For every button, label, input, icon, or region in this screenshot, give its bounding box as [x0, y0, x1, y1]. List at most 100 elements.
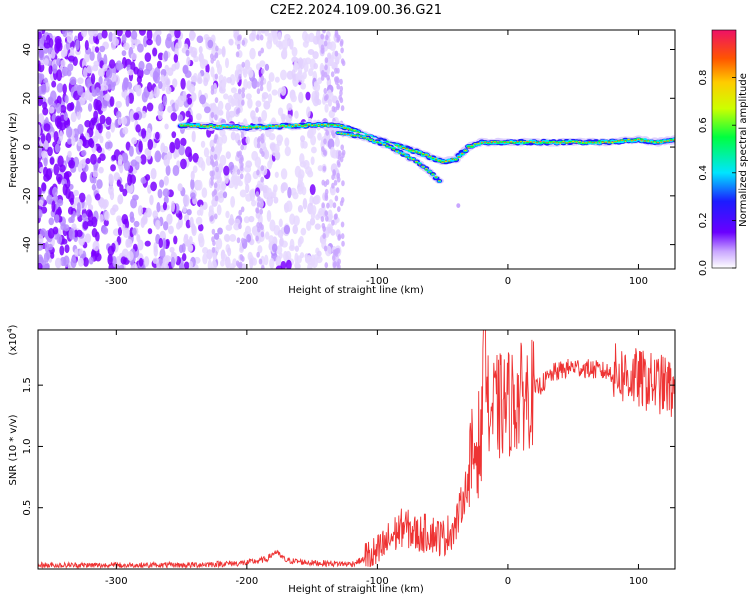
noise-blob	[273, 184, 278, 193]
track-blob	[444, 160, 448, 163]
noise-blob	[163, 154, 170, 167]
track-blob	[408, 149, 412, 151]
noise-blob	[311, 258, 318, 269]
track-blob	[281, 125, 285, 127]
noise-blob	[260, 176, 265, 183]
noise-blob	[146, 102, 154, 112]
track-blob	[493, 142, 497, 144]
track-blob	[340, 132, 343, 133]
noise-blob	[211, 228, 216, 235]
noise-blob	[276, 134, 284, 144]
noise-blob	[196, 179, 203, 191]
noise-blob	[38, 49, 45, 61]
track-blob	[421, 166, 425, 168]
noise-blob	[209, 215, 214, 222]
track-blob	[497, 141, 500, 143]
track-blob	[546, 141, 548, 143]
noise-blob	[324, 210, 329, 217]
noise-blob	[132, 227, 137, 236]
noise-blob	[67, 63, 74, 72]
track-blob	[542, 141, 546, 144]
track-blob	[209, 124, 213, 127]
snr-panel: -300 -200 -100 0 100 0.5 1.0 1.5 Height of str…	[6, 324, 676, 595]
noise-blob	[116, 63, 124, 70]
noise-blob	[77, 138, 83, 147]
noise-blob	[226, 76, 233, 84]
noise-blob	[93, 110, 99, 121]
noise-blob	[82, 139, 90, 149]
noise-blob	[295, 72, 301, 83]
noise-blob	[255, 207, 259, 214]
track-blob	[503, 141, 506, 143]
noise-blob	[289, 238, 295, 250]
noise-blob	[243, 78, 248, 91]
track-blob	[386, 146, 388, 147]
noise-blob	[146, 127, 152, 140]
track-blob	[424, 169, 429, 171]
noise-blob	[240, 237, 245, 244]
track-blob	[480, 142, 483, 144]
noise-blob	[324, 57, 329, 64]
track-blob	[206, 126, 210, 128]
noise-blob	[103, 53, 108, 66]
noise-blob	[314, 223, 321, 230]
noise-blob	[306, 106, 311, 118]
spectrogram-carrier-track	[176, 121, 675, 208]
noise-blob	[53, 130, 59, 143]
noise-blob	[185, 49, 190, 57]
noise-blob	[182, 205, 187, 213]
track-blob	[389, 146, 392, 148]
noise-blob	[240, 206, 245, 213]
noise-blob	[198, 223, 204, 232]
noise-blob	[336, 247, 341, 254]
noise-blob	[99, 135, 104, 144]
track-blob	[360, 137, 362, 139]
track-blob	[239, 127, 242, 129]
track-blob	[320, 125, 323, 126]
track-blob	[598, 142, 601, 144]
noise-blob	[161, 237, 167, 250]
noise-blob	[298, 236, 304, 245]
noise-blob	[91, 183, 97, 191]
noise-blob	[182, 90, 187, 102]
noise-blob	[181, 253, 187, 262]
noise-blob	[285, 200, 293, 212]
x-tick-label: -100	[366, 276, 389, 287]
noise-blob	[76, 109, 82, 121]
noise-blob	[222, 191, 228, 199]
noise-blob	[297, 205, 304, 213]
track-blob	[307, 123, 311, 125]
noise-blob	[102, 199, 109, 208]
noise-blob	[192, 152, 199, 163]
track-blob	[601, 142, 604, 144]
noise-blob	[183, 233, 189, 240]
noise-blob	[280, 69, 287, 81]
snr-scale-exponent: 4	[6, 328, 14, 333]
track-blob	[261, 125, 265, 128]
track-blob	[360, 136, 362, 138]
noise-blob	[257, 226, 261, 233]
noise-blob	[316, 250, 322, 257]
noise-blob	[66, 126, 73, 138]
noise-blob	[320, 215, 325, 222]
noise-blob	[84, 233, 92, 244]
noise-blob	[239, 189, 247, 198]
noise-blob	[126, 183, 134, 194]
noise-blob	[38, 113, 45, 125]
noise-blob	[337, 161, 341, 168]
noise-blob	[239, 173, 244, 180]
noise-blob	[195, 216, 203, 226]
track-blob	[421, 165, 425, 167]
noise-blob	[236, 237, 241, 244]
track-blob	[419, 153, 421, 155]
noise-blob	[69, 76, 77, 86]
noise-blob	[260, 255, 265, 268]
noise-blob	[163, 195, 169, 204]
track-blob	[350, 133, 352, 135]
track-blob	[549, 142, 551, 144]
noise-blob	[334, 195, 339, 202]
noise-blob	[306, 220, 312, 231]
track-blob	[509, 142, 513, 144]
noise-blob	[133, 66, 139, 75]
track-blob	[581, 141, 585, 143]
